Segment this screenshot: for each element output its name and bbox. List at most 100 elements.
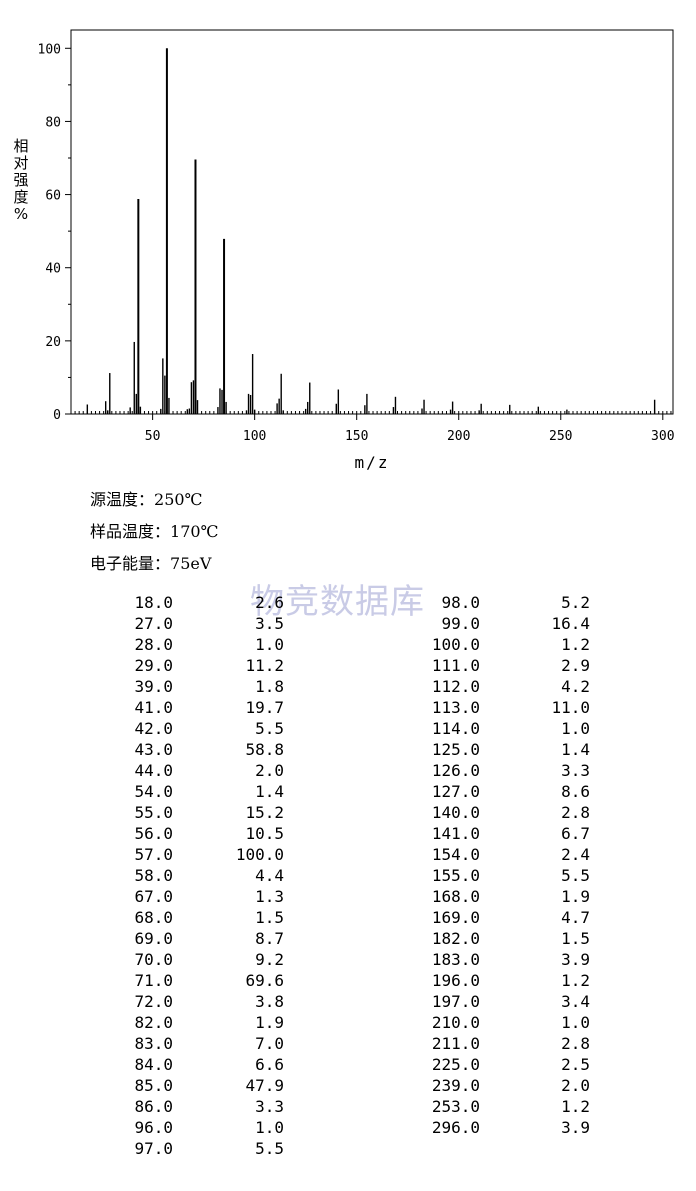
table-row: 96.0 1.0 bbox=[0, 1117, 300, 1138]
mz-value: 43.0 bbox=[134, 740, 173, 759]
y-tick-label: 60 bbox=[45, 189, 61, 204]
mz-value: 29.0 bbox=[134, 656, 173, 675]
mz-value: 42.0 bbox=[134, 719, 173, 738]
peak-table-left: 18.0 2.6 27.0 3.5 28.0 1.0 29.0 11.2 39.0 1.8 41.0… bbox=[0, 592, 300, 1159]
abundance-value: 3.3 bbox=[255, 1097, 284, 1116]
table-row: 114.0 1.0 bbox=[0, 718, 600, 739]
table-row: 111.0 2.9 bbox=[0, 655, 600, 676]
abundance-value: 11.0 bbox=[551, 698, 590, 717]
mz-value: 155.0 bbox=[431, 866, 480, 885]
table-row: 70.0 9.2 bbox=[0, 949, 300, 970]
abundance-value: 2.5 bbox=[561, 1055, 590, 1074]
mass-spectrum-chart: 0 20 40 60 80 100 50 100 150 200 250 300 m/z 相对强度% bbox=[13, 29, 675, 472]
table-row: 182.0 1.5 bbox=[0, 928, 600, 949]
mz-value: 168.0 bbox=[431, 887, 480, 906]
abundance-value: 6.7 bbox=[561, 824, 590, 843]
y-axis-label-char: % bbox=[14, 205, 28, 223]
abundance-value: 2.0 bbox=[255, 761, 284, 780]
table-row: 154.0 2.4 bbox=[0, 844, 600, 865]
electron-energy-value: 75eV bbox=[170, 554, 212, 573]
abundance-value: 1.2 bbox=[561, 635, 590, 654]
abundance-value: 3.4 bbox=[561, 992, 590, 1011]
mz-value: 197.0 bbox=[431, 992, 480, 1011]
abundance-value: 6.6 bbox=[255, 1055, 284, 1074]
abundance-value: 100.0 bbox=[235, 845, 284, 864]
table-row: 18.0 2.6 bbox=[0, 592, 300, 613]
abundance-value: 3.5 bbox=[255, 614, 284, 633]
table-row: 168.0 1.9 bbox=[0, 886, 600, 907]
mz-value: 225.0 bbox=[431, 1055, 480, 1074]
electron-energy: 电子能量：75eV bbox=[90, 550, 211, 574]
abundance-value: 2.6 bbox=[255, 593, 284, 612]
mz-value: 112.0 bbox=[431, 677, 480, 696]
table-row: 69.0 8.7 bbox=[0, 928, 300, 949]
mz-value: 182.0 bbox=[431, 929, 480, 948]
x-axis-label: m/z bbox=[355, 453, 390, 472]
abundance-value: 2.8 bbox=[561, 803, 590, 822]
table-row: 83.0 7.0 bbox=[0, 1033, 300, 1054]
table-row: 42.0 5.5 bbox=[0, 718, 300, 739]
abundance-value: 4.4 bbox=[255, 866, 284, 885]
abundance-value: 2.0 bbox=[561, 1076, 590, 1095]
y-tick-label: 80 bbox=[45, 115, 61, 130]
table-row: 84.0 6.6 bbox=[0, 1054, 300, 1075]
table-row: 72.0 3.8 bbox=[0, 991, 300, 1012]
y-tick-label: 40 bbox=[45, 262, 61, 277]
mz-value: 98.0 bbox=[441, 593, 480, 612]
table-row: 210.0 1.0 bbox=[0, 1012, 600, 1033]
abundance-value: 2.4 bbox=[561, 845, 590, 864]
source-temperature-value: 250℃ bbox=[154, 490, 203, 509]
table-row: 54.0 1.4 bbox=[0, 781, 300, 802]
table-row: 125.0 1.4 bbox=[0, 739, 600, 760]
abundance-value: 9.2 bbox=[255, 950, 284, 969]
y-tick-label: 20 bbox=[45, 335, 61, 350]
table-row: 28.0 1.0 bbox=[0, 634, 300, 655]
mz-value: 84.0 bbox=[134, 1055, 173, 1074]
table-row: 86.0 3.3 bbox=[0, 1096, 300, 1117]
abundance-value: 19.7 bbox=[245, 698, 284, 717]
abundance-value: 8.6 bbox=[561, 782, 590, 801]
abundance-value: 1.9 bbox=[561, 887, 590, 906]
abundance-value: 1.0 bbox=[255, 635, 284, 654]
mz-value: 113.0 bbox=[431, 698, 480, 717]
mz-value: 111.0 bbox=[431, 656, 480, 675]
mz-value: 18.0 bbox=[134, 593, 173, 612]
table-row: 183.0 3.9 bbox=[0, 949, 600, 970]
table-row: 85.0 47.9 bbox=[0, 1075, 300, 1096]
mz-value: 127.0 bbox=[431, 782, 480, 801]
table-row: 112.0 4.2 bbox=[0, 676, 600, 697]
mz-value: 58.0 bbox=[134, 866, 173, 885]
mz-value: 54.0 bbox=[134, 782, 173, 801]
mz-value: 196.0 bbox=[431, 971, 480, 990]
mz-value: 41.0 bbox=[134, 698, 173, 717]
mz-value: 82.0 bbox=[134, 1013, 173, 1032]
mz-value: 141.0 bbox=[431, 824, 480, 843]
mz-value: 68.0 bbox=[134, 908, 173, 927]
mz-value: 55.0 bbox=[134, 803, 173, 822]
x-tick-label: 200 bbox=[447, 429, 470, 444]
table-row: 211.0 2.8 bbox=[0, 1033, 600, 1054]
table-row: 253.0 1.2 bbox=[0, 1096, 600, 1117]
abundance-value: 5.5 bbox=[255, 719, 284, 738]
abundance-value: 58.8 bbox=[245, 740, 284, 759]
mz-value: 69.0 bbox=[134, 929, 173, 948]
mz-value: 125.0 bbox=[431, 740, 480, 759]
abundance-value: 5.5 bbox=[561, 866, 590, 885]
peak-table-right: 98.0 5.2 99.0 16.4 100.0 1.2 111.0 2.9 112.0 4.2 1… bbox=[0, 592, 600, 1138]
table-row: 239.0 2.0 bbox=[0, 1075, 600, 1096]
mz-value: 253.0 bbox=[431, 1097, 480, 1116]
abundance-value: 3.9 bbox=[561, 1118, 590, 1137]
table-row: 43.0 58.8 bbox=[0, 739, 300, 760]
mz-value: 140.0 bbox=[431, 803, 480, 822]
table-row: 141.0 6.7 bbox=[0, 823, 600, 844]
x-tick-label: 250 bbox=[549, 429, 572, 444]
abundance-value: 1.4 bbox=[561, 740, 590, 759]
abundance-value: 2.9 bbox=[561, 656, 590, 675]
mz-value: 169.0 bbox=[431, 908, 480, 927]
mz-value: 86.0 bbox=[134, 1097, 173, 1116]
mz-value: 211.0 bbox=[431, 1034, 480, 1053]
mz-value: 154.0 bbox=[431, 845, 480, 864]
plot-frame bbox=[70, 29, 674, 415]
table-row: 155.0 5.5 bbox=[0, 865, 600, 886]
table-row: 196.0 1.2 bbox=[0, 970, 600, 991]
